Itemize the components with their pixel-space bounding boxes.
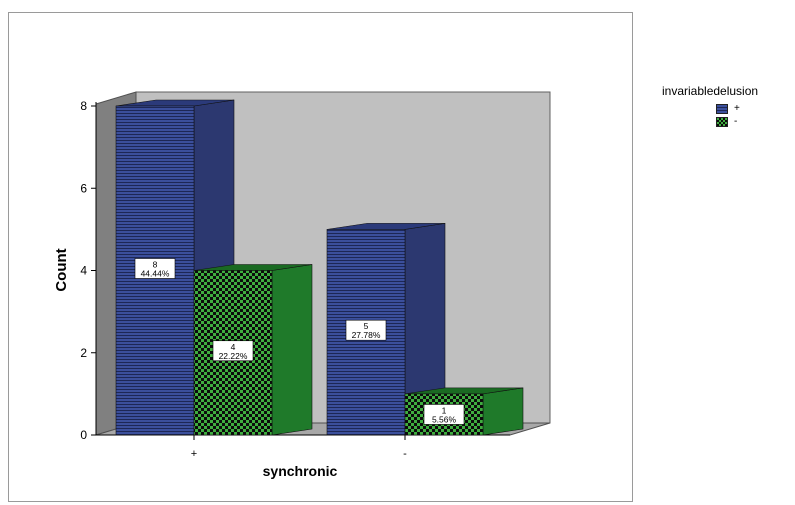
data-label-count: 5 <box>364 321 369 331</box>
data-label-count: 4 <box>231 342 236 352</box>
y-tick-label: 4 <box>80 264 87 278</box>
data-label-count: 1 <box>442 405 447 415</box>
y-tick-label: 8 <box>80 99 87 113</box>
data-label-box <box>212 340 254 362</box>
y-axis-label: Count <box>53 248 70 291</box>
legend: invariabledelusion + - <box>662 84 758 128</box>
legend-title: invariabledelusion <box>662 84 759 98</box>
data-label-box <box>345 319 387 341</box>
data-label-percent: 22.22% <box>219 351 248 361</box>
bar-1-0 <box>326 223 446 436</box>
data-label-percent: 5.56% <box>432 414 457 424</box>
x-tick-label: + <box>191 448 197 460</box>
y-tick-label: 0 <box>80 428 87 442</box>
data-label-percent: 27.78% <box>352 330 381 340</box>
bar-side <box>271 264 313 436</box>
data-label-count: 8 <box>153 260 158 270</box>
legend-swatch-minus <box>716 116 728 127</box>
data-label-percent: 44.44% <box>141 269 170 279</box>
bar-side <box>482 387 524 436</box>
legend-label-minus: - <box>734 116 738 127</box>
legend-swatch-plus <box>716 103 728 114</box>
legend-label-plus: + <box>734 103 740 114</box>
data-label-box <box>423 404 465 425</box>
y-tick-label: 2 <box>80 346 87 360</box>
x-tick-label: - <box>403 448 407 460</box>
legend-item-plus: + <box>716 102 758 115</box>
legend-item-minus: - <box>716 115 758 128</box>
x-axis-label: synchronic <box>263 463 338 479</box>
data-label-box <box>134 258 176 279</box>
y-tick-label: 6 <box>80 181 87 195</box>
